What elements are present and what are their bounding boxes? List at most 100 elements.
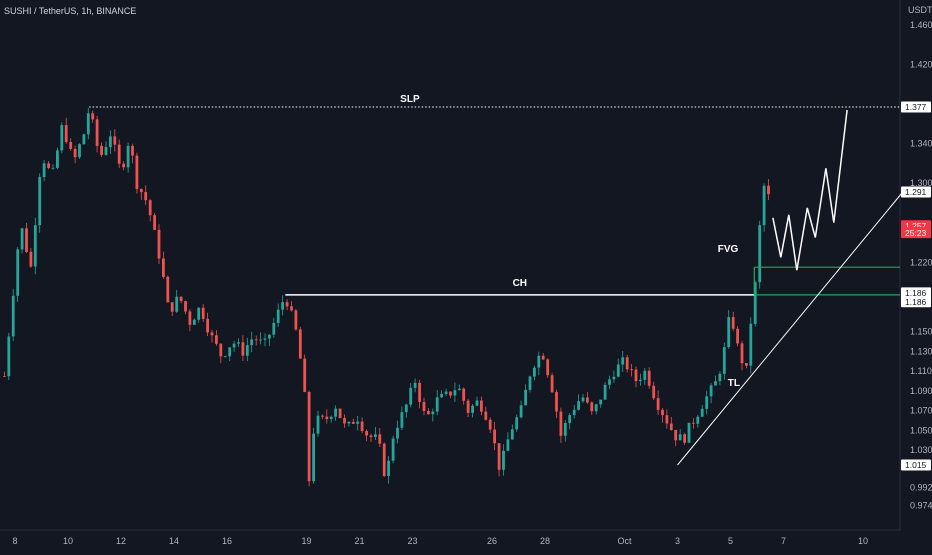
candle-body — [506, 439, 510, 451]
candle-body — [201, 307, 205, 319]
candle-body — [722, 347, 726, 374]
candle-body — [727, 317, 731, 348]
y-tick-label: 1.050 — [910, 425, 932, 435]
candle-body — [594, 404, 598, 412]
candle-body — [86, 113, 90, 135]
candle-body — [515, 417, 519, 430]
candle-body — [577, 401, 580, 410]
x-tick-label: 19 — [301, 536, 311, 546]
candle-body — [122, 163, 125, 168]
y-tick-label: 1.220 — [910, 257, 932, 267]
candle-body — [82, 134, 86, 145]
candle-body — [541, 355, 545, 360]
candle-body — [683, 434, 686, 443]
x-tick-label: Oct — [617, 536, 632, 546]
candle-body — [179, 296, 183, 302]
candle-body — [616, 364, 620, 377]
candle-body — [263, 338, 267, 340]
price-tag-label: 1.186 — [905, 297, 927, 307]
x-tick-label: 12 — [116, 536, 126, 546]
price-tag-box — [901, 296, 931, 308]
candle-body — [109, 136, 112, 148]
price-tag: 1.015 — [901, 459, 931, 471]
candle-body — [3, 376, 6, 377]
candle-body — [321, 415, 324, 417]
candle-body — [568, 415, 572, 423]
candle-body — [126, 145, 130, 168]
candle-body — [343, 418, 346, 424]
candle-body — [740, 343, 744, 364]
candle-body — [762, 185, 766, 226]
candle-body — [307, 392, 311, 482]
candle-body — [210, 332, 214, 336]
candle-body — [325, 416, 329, 419]
tl-label: TL — [728, 378, 740, 389]
candle-body — [162, 258, 165, 277]
y-tick-label: 1.300 — [910, 178, 932, 188]
candle-body — [692, 422, 695, 424]
price-tag: 1.377 — [901, 101, 931, 113]
candles — [3, 107, 770, 487]
price-tag-label: 1.186 — [905, 288, 927, 298]
candle-body — [586, 397, 589, 403]
x-tick-label: 10 — [858, 536, 868, 546]
candle-body — [281, 302, 284, 310]
candle-body — [184, 301, 187, 312]
y-tick-label: 1.340 — [910, 139, 932, 149]
candle-body — [369, 435, 373, 438]
candle-body — [643, 370, 647, 380]
candle-body — [166, 276, 170, 303]
candle-body — [38, 176, 42, 226]
candle-body — [647, 370, 651, 386]
candle-body — [290, 306, 293, 311]
candle-body — [303, 358, 307, 392]
candle-body — [493, 429, 496, 444]
candle-body — [444, 391, 448, 394]
slp-label: SLP — [400, 94, 420, 105]
candle-body — [356, 421, 360, 424]
candle-body — [612, 376, 616, 380]
candle-body — [731, 317, 735, 329]
candle-body — [192, 319, 196, 325]
candle-body — [391, 438, 395, 461]
y-tick-label: 1.130 — [910, 346, 932, 356]
candle-body — [555, 392, 558, 412]
trend-line — [677, 191, 904, 466]
candle-body — [422, 401, 426, 411]
x-tick-label: 23 — [407, 536, 417, 546]
candle-body — [502, 450, 505, 470]
price-tag-box — [901, 101, 931, 113]
candle-body — [338, 408, 342, 418]
candle-body — [298, 329, 302, 359]
candle-body — [687, 422, 691, 443]
x-tick-label: 28 — [540, 536, 550, 546]
x-tick-label: 5 — [728, 536, 733, 546]
candle-body — [250, 339, 254, 346]
candle-body — [95, 119, 99, 146]
candle-body — [427, 411, 430, 415]
candle-body — [559, 411, 563, 436]
price-tag-label: 1.291 — [905, 187, 927, 197]
price-axis[interactable]: 1.460 1.420 1.340 1.300 1.220 1.150 1.130 1.110… — [901, 20, 932, 511]
x-tick-label: 7 — [781, 536, 786, 546]
candle-body — [113, 136, 117, 145]
annotations: SLP CH FVG TL — [89, 94, 904, 466]
candle-body — [418, 382, 421, 402]
candle-body — [608, 379, 611, 385]
candle-body — [533, 367, 536, 377]
candle-body — [457, 388, 461, 391]
y-tick-label: 0.992 — [910, 483, 932, 493]
candle-body — [572, 409, 576, 416]
candle-body — [524, 389, 527, 406]
candle-body — [316, 415, 320, 434]
candle-body — [652, 385, 656, 399]
candle-body — [378, 434, 382, 444]
candle-body — [170, 302, 174, 312]
candle-body — [78, 144, 81, 158]
time-axis[interactable]: 8 10 12 14 16 19 21 23 26 28 Oct 3 5 7 10 — [12, 536, 868, 546]
candle-body — [347, 421, 351, 424]
x-tick-label: 21 — [354, 536, 364, 546]
candle-body — [175, 296, 179, 312]
